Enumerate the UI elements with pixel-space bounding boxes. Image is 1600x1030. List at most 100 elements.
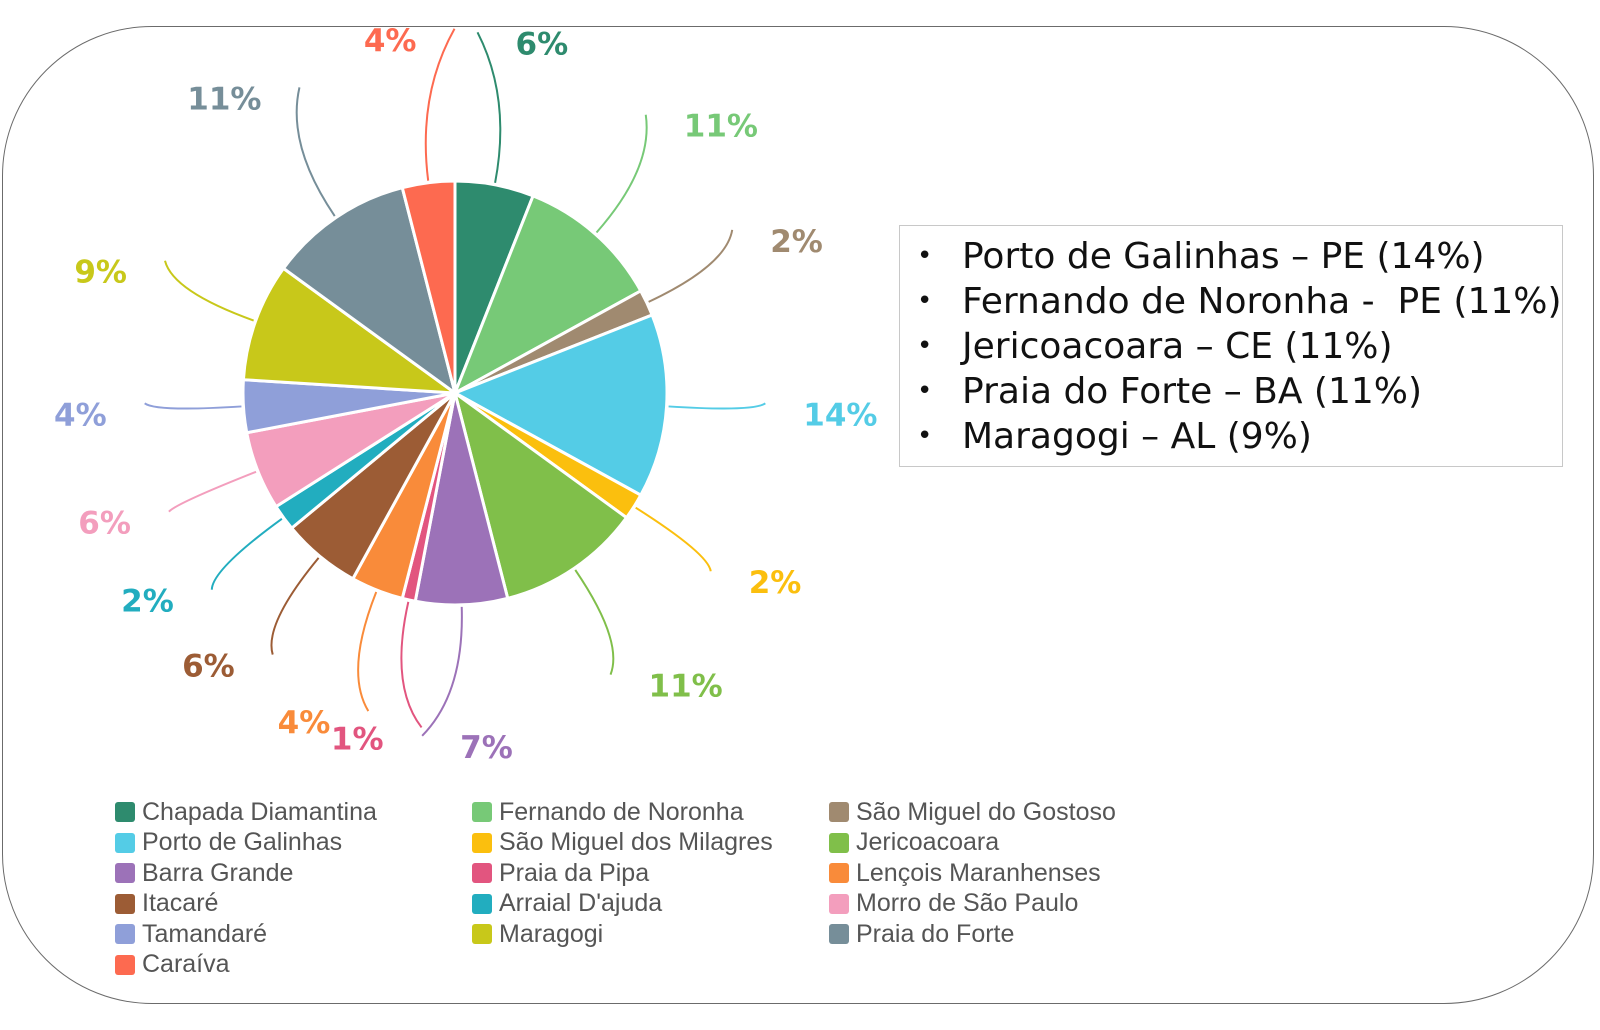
leader-line-fernando-de-noronha (595, 114, 648, 234)
slice-label-barra-grande: 7% (460, 730, 513, 766)
leader-line-lencois-maranhenses (357, 591, 378, 712)
bullet-icon: • (917, 331, 933, 361)
legend-label: Arraial D'ajuda (499, 889, 663, 918)
leader-line-tamandare (144, 402, 242, 410)
chart-legend: Chapada Diamantina Fernando de Noronha São… (115, 797, 1215, 980)
legend-swatch (472, 802, 492, 823)
legend-swatch (115, 924, 135, 945)
leader-line-arraial-d-ajuda (210, 517, 283, 590)
leader-line-sao-miguel-dos-milagres (635, 506, 712, 572)
top-destinations-box: • Porto de Galinhas – PE (14%) • Fernando d… (899, 225, 1563, 467)
legend-label: Morro de São Paulo (856, 889, 1079, 918)
legend-swatch (472, 863, 492, 884)
leader-line-praia-da-pipa (400, 601, 423, 729)
slice-label-praia-da-pipa: 1% (331, 721, 384, 757)
legend-item-lencois-maranhenses: Lençois Maranhenses (829, 858, 1186, 889)
bullet-icon: • (917, 241, 933, 271)
slice-label-morro-de-sao-paulo: 6% (78, 506, 131, 542)
top-destination-item: • Porto de Galinhas – PE (14%) (900, 234, 1562, 279)
top-destination-item: • Fernando de Noronha - PE (11%) (900, 279, 1562, 324)
slice-praia-do-forte (281, 185, 458, 397)
top-destination-item: • Maragogi – AL (9%) (900, 414, 1562, 459)
top-destination-text: Porto de Galinhas – PE (14%) (962, 236, 1485, 277)
legend-swatch (829, 832, 849, 853)
leader-line-sao-miguel-do-gostoso (648, 229, 734, 303)
legend-swatch (472, 893, 492, 914)
slice-label-porto-de-galinhas: 14% (803, 397, 877, 433)
legend-label: Maragogi (499, 919, 604, 948)
leader-line-morro-de-sao-paulo (168, 470, 257, 513)
legend-swatch (472, 924, 492, 945)
legend-item-tamandare: Tamandaré (115, 919, 472, 950)
pie-slices (241, 179, 669, 607)
slice-label-sao-miguel-dos-milagres: 2% (749, 565, 802, 601)
top-destination-text: Fernando de Noronha - PE (11%) (962, 281, 1562, 322)
top-destinations-list: • Porto de Galinhas – PE (14%) • Fernando d… (900, 226, 1562, 459)
legend-label: Jericoacoara (856, 828, 1000, 857)
slice-label-tamandare: 4% (54, 397, 107, 433)
slice-label-lencois-maranhenses: 4% (278, 705, 331, 741)
slice-maragogi (241, 266, 461, 395)
leader-line-maragogi (164, 260, 254, 322)
slice-label-praia-do-forte: 11% (187, 81, 261, 117)
leader-line-itacare (270, 557, 320, 655)
top-destination-text: Praia do Forte – BA (11%) (962, 371, 1423, 412)
leader-line-caraiva (424, 28, 456, 181)
slice-labels: 6%11%2%14%2%11%7%1%4%6%2%6%4%9%11%4% (54, 23, 877, 766)
leader-lines (144, 28, 766, 737)
legend-item-porto-de-galinhas: Porto de Galinhas (115, 828, 472, 859)
legend-swatch (829, 893, 849, 914)
legend-swatch (829, 802, 849, 823)
slice-label-itacare: 6% (182, 649, 235, 685)
legend-swatch (115, 802, 135, 823)
legend-label: Itacaré (142, 889, 219, 918)
top-destination-text: Maragogi – AL (9%) (962, 416, 1312, 457)
legend-item-barra-grande: Barra Grande (115, 858, 472, 889)
slice-label-maragogi: 9% (74, 255, 127, 291)
top-destination-item: • Jericoacoara – CE (11%) (900, 324, 1562, 369)
slice-fernando-de-noronha (452, 193, 643, 397)
leader-line-barra-grande (421, 606, 463, 737)
legend-label: Fernando de Noronha (499, 797, 744, 826)
slice-jericoacoara (452, 389, 629, 601)
legend-swatch (472, 832, 492, 853)
legend-label: São Miguel dos Milagres (499, 828, 773, 857)
legend-label: Caraíva (142, 950, 230, 979)
legend-item-chapada-diamantina: Chapada Diamantina (115, 797, 472, 828)
slice-label-sao-miguel-do-gostoso: 2% (770, 224, 823, 260)
slice-label-fernando-de-noronha: 11% (684, 109, 758, 145)
legend-label: Tamandaré (142, 919, 268, 948)
legend-item-caraiva: Caraíva (115, 950, 472, 981)
chart-frame (2, 26, 1594, 1004)
leader-line-jericoacoara (574, 569, 615, 675)
legend-item-arraial-d-ajuda: Arraial D'ajuda (472, 889, 829, 920)
legend-item-sao-miguel-dos-milagres: São Miguel dos Milagres (472, 828, 829, 859)
legend-label: Praia do Forte (856, 919, 1015, 948)
legend-label: Porto de Galinhas (142, 828, 343, 857)
legend-swatch (115, 893, 135, 914)
legend-item-maragogi: Maragogi (472, 919, 829, 950)
legend-swatch (829, 924, 849, 945)
legend-item-praia-do-forte: Praia do Forte (829, 919, 1186, 950)
legend-label: Barra Grande (142, 858, 294, 887)
legend-item-jericoacoara: Jericoacoara (829, 828, 1186, 859)
slice-label-jericoacoara: 11% (649, 669, 723, 705)
leader-line-praia-do-forte (295, 87, 336, 217)
legend-item-fernando-de-noronha: Fernando de Noronha (472, 797, 829, 828)
legend-swatch (829, 863, 849, 884)
legend-label: São Miguel do Gostoso (856, 797, 1116, 826)
leader-line-porto-de-galinhas (668, 402, 766, 410)
legend-label: Chapada Diamantina (142, 797, 377, 826)
legend-item-itacare: Itacaré (115, 889, 472, 920)
legend-swatch (115, 954, 135, 975)
slice-caraiva (400, 179, 457, 394)
slice-label-chapada-diamantina: 6% (516, 26, 569, 62)
legend-label: Lençois Maranhenses (856, 858, 1101, 887)
bullet-icon: • (917, 286, 933, 316)
legend-item-sao-miguel-do-gostoso: São Miguel do Gostoso (829, 797, 1186, 828)
slice-label-arraial-d-ajuda: 2% (121, 584, 174, 620)
slice-porto-de-galinhas (451, 313, 669, 498)
legend-item-morro-de-sao-paulo: Morro de São Paulo (829, 889, 1186, 920)
bullet-icon: • (917, 376, 933, 406)
